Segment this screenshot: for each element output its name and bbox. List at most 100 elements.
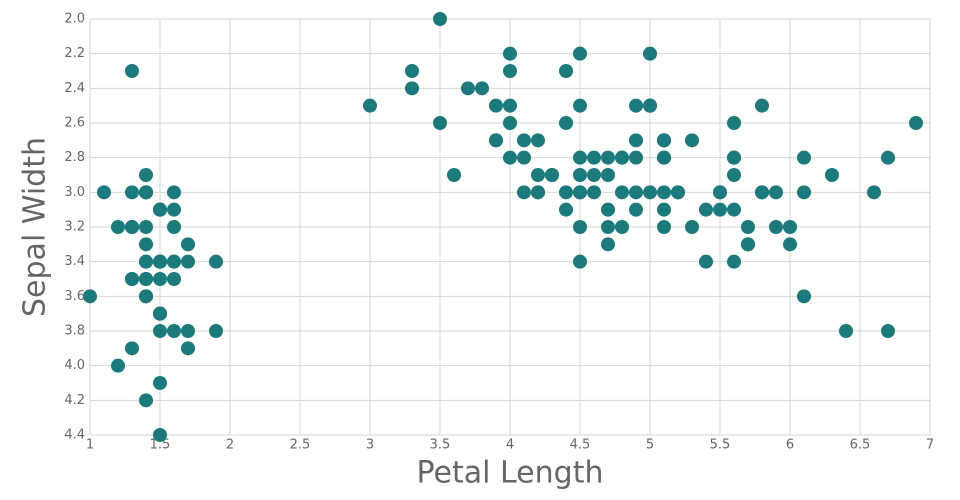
point xyxy=(601,220,615,234)
point xyxy=(587,150,601,165)
point xyxy=(783,237,797,252)
point xyxy=(97,185,111,200)
point xyxy=(125,220,139,234)
point xyxy=(125,185,139,200)
x-tick-label: 7 xyxy=(926,438,934,453)
point xyxy=(615,185,629,200)
point xyxy=(503,116,517,130)
point xyxy=(783,220,797,234)
point xyxy=(433,116,447,130)
point xyxy=(629,185,643,200)
y-tick-label: 3.8 xyxy=(64,324,85,339)
point xyxy=(699,202,713,217)
point xyxy=(153,272,167,286)
x-tick-label: 5.5 xyxy=(710,438,731,453)
point xyxy=(601,202,615,217)
point xyxy=(209,254,223,269)
point xyxy=(839,324,853,338)
point xyxy=(629,202,643,217)
point xyxy=(797,150,811,165)
point xyxy=(825,168,839,182)
point xyxy=(153,428,167,442)
point xyxy=(629,98,643,113)
point xyxy=(881,150,895,165)
point xyxy=(755,185,769,200)
point xyxy=(139,237,153,252)
point xyxy=(657,133,671,148)
y-axis-title: Sepal Width xyxy=(18,137,53,317)
x-tick-label: 4 xyxy=(506,438,514,453)
point xyxy=(657,185,671,200)
point xyxy=(545,168,559,182)
point xyxy=(181,237,195,252)
point xyxy=(531,185,545,200)
point xyxy=(139,185,153,200)
point xyxy=(559,64,573,78)
point xyxy=(167,202,181,217)
point xyxy=(139,220,153,234)
point xyxy=(447,168,461,182)
point xyxy=(573,168,587,182)
point xyxy=(615,220,629,234)
x-tick-label: 3 xyxy=(366,438,374,453)
x-tick-label: 3.5 xyxy=(430,438,451,453)
point xyxy=(587,185,601,200)
point xyxy=(153,324,167,338)
point xyxy=(657,220,671,234)
point xyxy=(181,254,195,269)
point xyxy=(559,116,573,130)
point xyxy=(867,185,881,200)
point xyxy=(769,185,783,200)
point xyxy=(111,220,125,234)
point xyxy=(153,254,167,269)
x-axis-title: Petal Length xyxy=(417,456,604,491)
point xyxy=(531,168,545,182)
point xyxy=(181,324,195,338)
point xyxy=(489,133,503,148)
point xyxy=(167,254,181,269)
point xyxy=(139,393,153,408)
point xyxy=(769,220,783,234)
point xyxy=(503,150,517,165)
point xyxy=(573,220,587,234)
point xyxy=(503,98,517,113)
point xyxy=(727,202,741,217)
point xyxy=(797,185,811,200)
point xyxy=(601,150,615,165)
point xyxy=(139,289,153,304)
point xyxy=(657,150,671,165)
point xyxy=(489,98,503,113)
x-tick-label: 1.5 xyxy=(150,438,171,453)
point xyxy=(559,202,573,217)
point xyxy=(433,12,447,26)
point xyxy=(125,64,139,78)
point xyxy=(657,202,671,217)
point xyxy=(643,185,657,200)
point xyxy=(741,237,755,252)
point xyxy=(685,220,699,234)
x-tick-label: 6.5 xyxy=(850,438,871,453)
point xyxy=(167,185,181,200)
point xyxy=(363,98,377,113)
point xyxy=(153,202,167,217)
point xyxy=(727,254,741,269)
point xyxy=(531,133,545,148)
point xyxy=(713,185,727,200)
point xyxy=(629,133,643,148)
point xyxy=(153,306,167,321)
x-tick-label: 2 xyxy=(226,438,234,453)
point xyxy=(125,272,139,286)
point xyxy=(671,185,685,200)
x-tick-label: 2.5 xyxy=(290,438,311,453)
point xyxy=(573,98,587,113)
point xyxy=(755,98,769,113)
point xyxy=(741,220,755,234)
point xyxy=(573,254,587,269)
y-tick-label: 4.4 xyxy=(64,428,85,443)
point xyxy=(139,254,153,269)
point xyxy=(685,133,699,148)
point xyxy=(405,81,419,96)
point xyxy=(125,341,139,356)
point xyxy=(727,150,741,165)
point xyxy=(909,116,923,130)
